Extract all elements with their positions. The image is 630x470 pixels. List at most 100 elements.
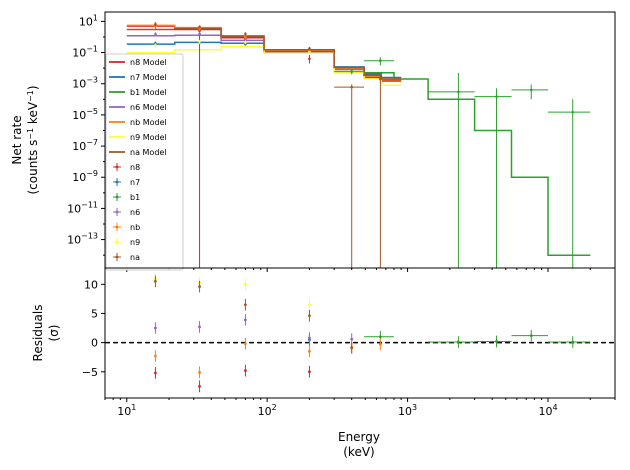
svg-text:b1: b1 xyxy=(130,193,140,202)
legend-entry-n8-model: n8 Model xyxy=(109,58,167,67)
data-point-b1-3 xyxy=(474,88,512,268)
data-point-n9-0 xyxy=(154,43,157,48)
xtick-label-3: 104 xyxy=(538,403,557,418)
svg-text:n9 Model: n9 Model xyxy=(130,133,167,142)
legend-entry-b1: b1 xyxy=(113,193,140,202)
residual-point-na-2 xyxy=(244,298,247,311)
residual-point-b1-4 xyxy=(548,336,591,348)
spectrum-ytick-label-2: 10−3 xyxy=(72,76,98,91)
residuals-ylabel-line2: (σ) xyxy=(47,325,61,342)
spectrum-ytick-label-3: 10−5 xyxy=(72,107,98,122)
data-point-nb-2 xyxy=(244,35,247,39)
residual-point-b1-1 xyxy=(428,336,475,348)
data-point-b1-0 xyxy=(334,68,365,75)
data-point-n6-0 xyxy=(154,32,157,37)
svg-text:na: na xyxy=(130,253,140,262)
data-point-b1-4 xyxy=(511,84,549,100)
legend-entry-n6-model: n6 Model xyxy=(109,103,167,112)
residual-point-n8-2 xyxy=(244,364,247,377)
residual-point-b1-3 xyxy=(511,329,549,342)
residual-point-na-1 xyxy=(198,280,201,293)
xtick-label-0: 101 xyxy=(117,403,136,418)
residual-point-n8-0 xyxy=(154,367,157,379)
residual-point-n8-3 xyxy=(308,365,311,378)
legend-box xyxy=(105,53,184,271)
data-point-b1-5 xyxy=(548,99,591,268)
svg-text:nb Model: nb Model xyxy=(130,118,167,127)
spectrum-axes: 101 10−1 10−3 10−5 10−7 10−9 10−11 10−13 xyxy=(67,13,616,272)
residual-point-n9-3 xyxy=(308,298,311,311)
spectrum-ytick-label-6: 10−11 xyxy=(67,200,98,215)
residual-point-nb-5 xyxy=(378,338,382,351)
residual-point-na-0 xyxy=(154,275,157,288)
residual-point-na-3 xyxy=(308,309,311,322)
data-point-na-2 xyxy=(244,32,247,36)
svg-text:n8 Model: n8 Model xyxy=(130,58,167,67)
spectrum-ytick-label-7: 10−13 xyxy=(67,232,98,247)
residual-point-na-4 xyxy=(350,342,354,354)
residuals-ytick-label-2: 5 xyxy=(91,307,98,320)
legend-entry-n9-model: n9 Model xyxy=(109,133,167,142)
model-line-na-model xyxy=(126,27,402,80)
residuals-plot-area xyxy=(105,272,615,393)
residual-point-nb-0 xyxy=(154,350,157,362)
model-line-n9-model xyxy=(126,45,402,86)
svg-text:nb: nb xyxy=(130,223,140,232)
xtick-label-2: 103 xyxy=(398,403,417,418)
spectrum-ytick-label-1: 10−1 xyxy=(72,45,98,60)
residual-point-n6-3 xyxy=(308,332,311,344)
legend-entry-b1-model: b1 Model xyxy=(109,88,167,97)
residuals-panel-frame xyxy=(104,267,616,399)
residual-point-b1-2 xyxy=(474,335,512,348)
residuals-ytick-label-0: −5 xyxy=(82,366,98,379)
residual-point-n9-2 xyxy=(244,278,247,291)
data-point-na-1 xyxy=(198,25,201,29)
spectrum-ytick-label-4: 10−7 xyxy=(72,138,98,153)
svg-text:n6 Model: n6 Model xyxy=(130,103,167,112)
legend-entry-na-model: na Model xyxy=(109,148,167,157)
data-point-b1-1 xyxy=(364,57,394,66)
svg-text:b1 Model: b1 Model xyxy=(130,88,167,97)
data-point-n9-2 xyxy=(244,40,247,45)
residuals-axes: −5 0 5 10 101 102 103 104 xyxy=(82,278,616,418)
xtick-label-1: 102 xyxy=(258,403,277,418)
data-point-n8-3 xyxy=(308,54,311,64)
svg-text:n9: n9 xyxy=(130,238,140,247)
residual-point-nb-2 xyxy=(244,337,247,350)
data-point-na-3 xyxy=(308,46,311,51)
residual-point-nb-1 xyxy=(198,366,201,379)
xlabel-line2: (keV) xyxy=(343,445,374,459)
legend-entry-n7: n7 xyxy=(113,178,140,187)
data-point-na-4 xyxy=(334,84,365,268)
legend-entry-nb-model: nb Model xyxy=(109,118,167,127)
spectrum-ylabel-line1: Net rate xyxy=(10,115,24,164)
legend-entry-n8: n8 xyxy=(113,163,140,172)
svg-text:n7 Model: n7 Model xyxy=(130,73,167,82)
data-point-na-5 xyxy=(379,74,382,268)
residual-point-nb-3 xyxy=(308,345,311,358)
residual-point-n8-1 xyxy=(198,380,201,393)
data-point-na-0 xyxy=(154,22,157,27)
residuals-ylabel-line1: Residuals xyxy=(31,305,45,362)
model-line-b1-model xyxy=(334,68,591,256)
spectrum-plot-area xyxy=(126,22,591,268)
residuals-ytick-label-1: 0 xyxy=(91,337,98,350)
svg-text:na Model: na Model xyxy=(130,148,167,157)
residual-point-n6-2 xyxy=(244,314,247,326)
model-line-n7-model xyxy=(126,41,402,79)
residuals-ytick-label-3: 10 xyxy=(84,278,98,291)
data-point-n9-1 xyxy=(198,39,201,45)
svg-text:n7: n7 xyxy=(130,178,140,187)
legend-entry-n6: n6 xyxy=(113,208,140,217)
spectrum-ytick-label-5: 10−9 xyxy=(72,169,98,184)
data-point-b1-2 xyxy=(428,72,475,268)
legend-entry-na: na xyxy=(113,253,140,262)
svg-text:n6: n6 xyxy=(130,208,140,217)
residual-point-n6-0 xyxy=(154,322,157,334)
xlabel-line1: Energy xyxy=(338,430,380,444)
data-point-n6-1 xyxy=(198,31,201,36)
spectrum-ylabel-line2: (counts s−1 keV−1) xyxy=(26,85,40,194)
legend-entry-nb: nb xyxy=(113,223,140,232)
residual-point-n6-1 xyxy=(198,321,201,333)
